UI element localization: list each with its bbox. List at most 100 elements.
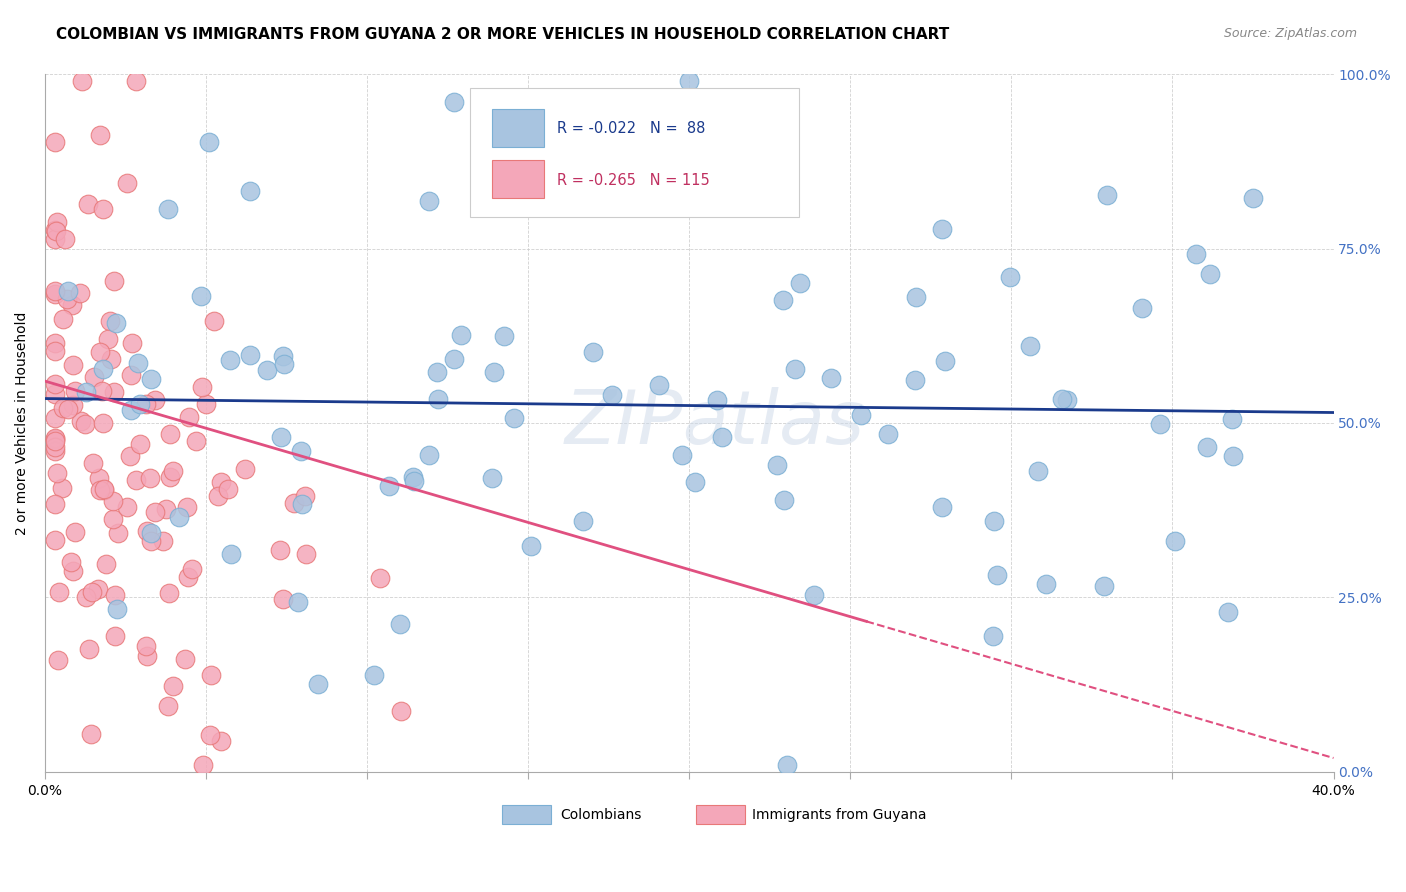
Point (94, 558, 117, 572)
Point (368, 571, 391, 585)
Point (931, 222, 953, 236)
Point (426, 392, 449, 406)
FancyBboxPatch shape (470, 88, 799, 217)
Point (124, 74, 146, 88)
Point (97, 332, 120, 346)
Point (162, 679, 184, 693)
Point (191, 380, 214, 394)
Point (129, 437, 152, 451)
Point (83, 370, 105, 384)
Point (773, 493, 796, 508)
Point (1130, 301, 1153, 316)
Point (89, 128, 111, 142)
Point (572, 515, 595, 529)
FancyBboxPatch shape (492, 109, 544, 147)
Point (307, 677, 329, 691)
Point (671, 448, 693, 462)
Point (1092, 579, 1115, 593)
Point (127, 356, 149, 370)
Point (1198, 267, 1220, 281)
Point (89, 483, 111, 497)
Point (89, 344, 111, 359)
Point (200, 667, 222, 681)
Point (162, 464, 184, 478)
Point (217, 482, 239, 496)
Point (197, 135, 219, 149)
Point (62, 398, 84, 412)
Text: ZIPatlas: ZIPatlas (565, 387, 865, 459)
Point (287, 595, 309, 609)
Point (44, 284, 66, 298)
Point (363, 667, 385, 681)
Point (56, 401, 79, 416)
Point (905, 290, 928, 304)
Point (986, 568, 1008, 582)
Text: Immigrants from Guyana: Immigrants from Guyana (752, 807, 927, 822)
Point (981, 630, 1004, 644)
Point (1216, 605, 1239, 619)
Point (93, 483, 115, 498)
Point (450, 327, 472, 342)
Point (418, 194, 440, 208)
Y-axis label: 2 or more Vehicles in Household: 2 or more Vehicles in Household (15, 311, 30, 534)
Point (87, 582, 110, 596)
Point (46, 466, 69, 480)
Point (1149, 417, 1171, 431)
Point (115, 176, 138, 190)
Point (184, 434, 207, 448)
Point (44, 432, 66, 446)
Point (765, 458, 787, 472)
Point (44, 497, 66, 511)
Point (776, 758, 799, 772)
Point (77, 196, 100, 211)
Point (44, 444, 66, 458)
Point (389, 616, 412, 631)
Point (48, 585, 70, 599)
Point (159, 470, 181, 484)
Point (1097, 187, 1119, 202)
Point (45, 215, 67, 229)
Point (55, 292, 77, 306)
Point (194, 397, 217, 411)
Point (418, 448, 440, 462)
Point (706, 393, 728, 408)
Point (45, 224, 67, 238)
Point (218, 352, 240, 367)
Point (1163, 533, 1185, 548)
Point (789, 276, 811, 290)
Point (710, 430, 733, 444)
Point (139, 526, 162, 541)
Point (1241, 191, 1264, 205)
Text: Colombians: Colombians (561, 807, 641, 822)
Point (82, 457, 104, 471)
Point (157, 586, 180, 600)
Point (44, 432, 66, 446)
Point (52, 401, 75, 416)
Point (177, 409, 200, 424)
Point (238, 348, 260, 362)
Point (44, 335, 66, 350)
Point (820, 371, 842, 385)
Point (120, 368, 142, 383)
Point (103, 384, 125, 399)
Point (98, 314, 121, 328)
Point (93, 482, 115, 496)
Point (128, 397, 150, 411)
Point (998, 270, 1021, 285)
Point (87, 470, 110, 484)
Point (60, 298, 83, 312)
Point (177, 570, 200, 584)
Point (75, 385, 97, 400)
Point (73, 417, 96, 431)
Point (104, 629, 127, 643)
Point (62, 564, 84, 578)
Point (931, 500, 953, 514)
Point (80, 727, 103, 741)
Point (125, 473, 148, 487)
Point (1222, 449, 1244, 463)
Point (270, 430, 292, 444)
Point (63, 384, 86, 398)
Point (519, 540, 541, 554)
Point (156, 202, 179, 217)
Point (202, 314, 225, 328)
